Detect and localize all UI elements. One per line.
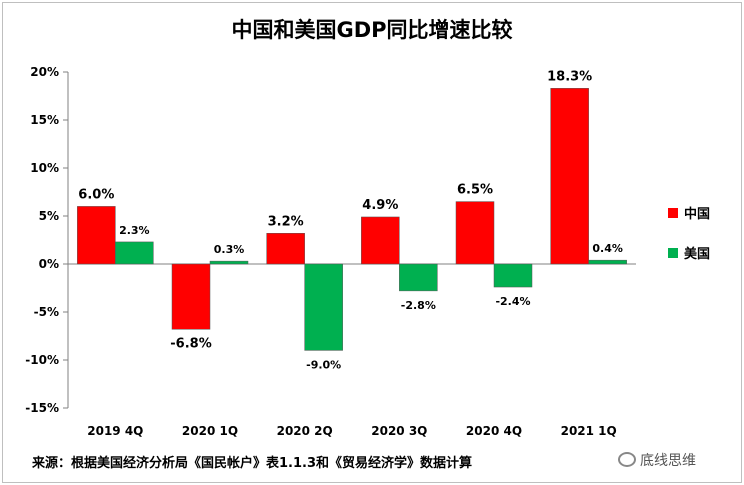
watermark: 底线思维 bbox=[618, 450, 696, 470]
bar-china bbox=[455, 201, 495, 265]
data-label-us: -9.0% bbox=[306, 358, 341, 371]
data-label-china: 18.3% bbox=[547, 69, 592, 84]
data-label-china: -6.8% bbox=[170, 336, 211, 351]
data-label-china: 4.9% bbox=[362, 198, 398, 213]
bar-us bbox=[399, 263, 438, 292]
y-tick-label: 15% bbox=[30, 113, 59, 127]
data-label-us: 0.3% bbox=[214, 243, 245, 256]
y-tick-label: 20% bbox=[30, 65, 59, 79]
data-label-us: -2.8% bbox=[401, 299, 436, 312]
data-label-us: 0.4% bbox=[592, 242, 623, 255]
x-category-label: 2019 4Q bbox=[87, 424, 143, 438]
bar-china bbox=[266, 233, 305, 265]
bar-us bbox=[588, 259, 627, 265]
bar-us bbox=[209, 260, 249, 265]
bar-us bbox=[493, 263, 533, 288]
x-category-label: 2020 4Q bbox=[466, 424, 522, 438]
y-tick-label: 0% bbox=[39, 257, 59, 271]
data-label-china: 6.5% bbox=[457, 183, 493, 198]
watermark-text: 底线思维 bbox=[640, 453, 696, 469]
x-category-label: 2020 3Q bbox=[371, 424, 427, 438]
bar-china bbox=[171, 263, 211, 330]
x-category-label: 2020 1Q bbox=[182, 424, 238, 438]
legend-swatch-china bbox=[668, 208, 678, 218]
data-label-china: 3.2% bbox=[268, 214, 304, 229]
data-label-us: 2.3% bbox=[119, 224, 150, 237]
x-category-label: 2021 1Q bbox=[561, 424, 617, 438]
bar-china bbox=[550, 88, 589, 265]
wechat-icon bbox=[618, 452, 636, 467]
legend-label-us: 美国 bbox=[684, 246, 710, 262]
bar-us bbox=[115, 241, 154, 265]
y-tick-label: -10% bbox=[25, 353, 59, 367]
bar-china bbox=[77, 206, 116, 265]
data-label-china: 6.0% bbox=[78, 187, 114, 202]
chart-title: 中国和美国GDP同比增速比较 bbox=[231, 18, 513, 42]
bar-us bbox=[304, 263, 343, 351]
y-tick-label: -15% bbox=[25, 401, 59, 415]
x-category-label: 2020 2Q bbox=[277, 424, 333, 438]
y-tick-label: -5% bbox=[34, 305, 59, 319]
y-tick-label: 10% bbox=[30, 161, 59, 175]
legend-label-china: 中国 bbox=[684, 206, 710, 222]
source-note: 来源：根据美国经济分析局《国民帐户》表1.1.3和《贸易经济学》数据计算 bbox=[32, 456, 473, 471]
data-label-us: -2.4% bbox=[495, 295, 530, 308]
bar-china bbox=[361, 216, 400, 265]
legend-swatch-us bbox=[668, 248, 678, 258]
y-tick-label: 5% bbox=[39, 209, 59, 223]
